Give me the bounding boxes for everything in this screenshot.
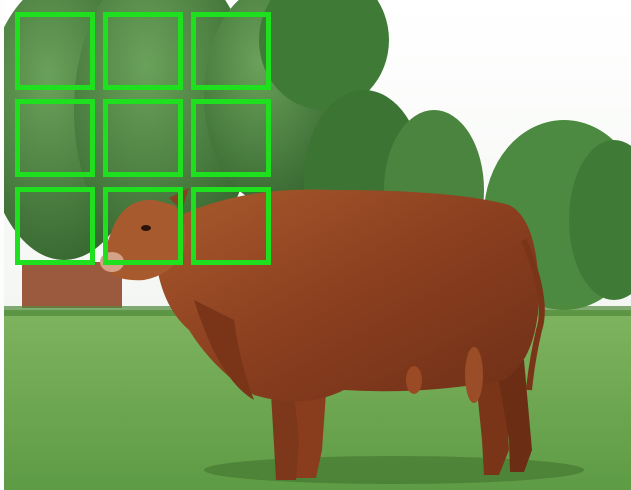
bull-muzzle — [100, 252, 124, 272]
bull-photo — [4, 0, 631, 490]
photo-scene — [4, 0, 631, 490]
bull — [100, 188, 545, 480]
bull-eye — [141, 225, 151, 231]
